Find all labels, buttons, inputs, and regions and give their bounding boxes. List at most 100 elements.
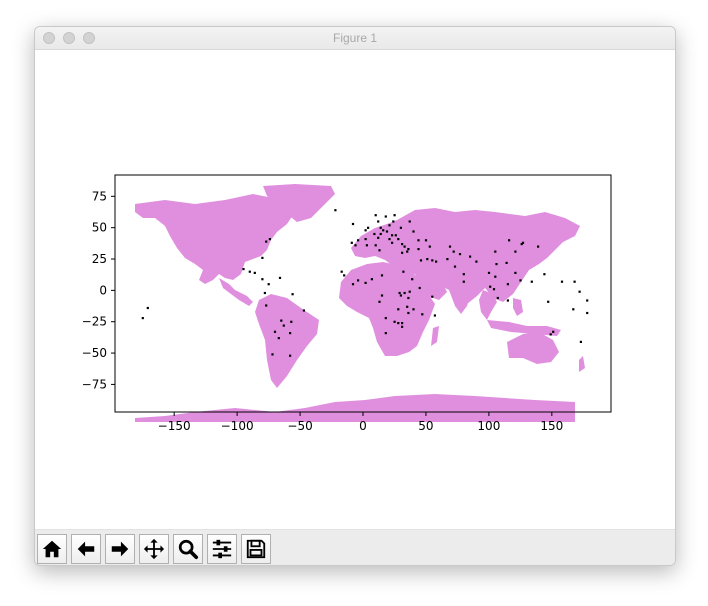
scatter-point (265, 304, 268, 307)
save-button[interactable] (241, 534, 271, 564)
scatter-point (343, 274, 346, 277)
land-southeast-asia (479, 290, 497, 320)
scatter-point (374, 214, 377, 217)
back-button[interactable] (71, 534, 101, 564)
scatter-point (494, 250, 497, 253)
home-icon (42, 540, 62, 558)
move-icon (143, 538, 165, 560)
scatter-point (380, 274, 384, 277)
scatter-point (146, 306, 149, 310)
scatter-point (377, 220, 380, 223)
scatter-point (403, 245, 406, 248)
scatter-point (271, 353, 274, 356)
navigation-toolbar (35, 529, 675, 565)
scatter-point (448, 245, 452, 248)
scatter-point (431, 295, 434, 298)
scatter-point (334, 209, 337, 212)
scatter-point (552, 330, 555, 333)
land-new-zealand (579, 356, 585, 372)
scatter-point (391, 241, 394, 244)
scatter-point (560, 280, 564, 283)
scatter-point (407, 296, 410, 300)
x-tick-label: −100 (221, 419, 254, 433)
scatter-point (277, 337, 280, 340)
land-arabia (415, 274, 447, 300)
scatter-point (579, 340, 582, 343)
land-india (449, 286, 471, 314)
scatter-point (394, 234, 397, 237)
scatter-point (573, 280, 576, 283)
scatter-point (537, 245, 540, 248)
scatter-point (433, 314, 436, 317)
zoom-window-button[interactable] (83, 32, 95, 44)
land-australia (507, 332, 559, 364)
scatter-point (268, 238, 271, 241)
scatter-point (393, 320, 396, 323)
pan-button[interactable] (139, 534, 169, 564)
scatter-point (412, 308, 415, 311)
scatter-point (397, 322, 400, 325)
scatter-point (278, 276, 282, 279)
scatter-point (462, 273, 465, 276)
scatter-point (351, 283, 355, 286)
scatter-point (351, 222, 355, 226)
x-tick-label: 0 (359, 419, 367, 433)
configure-subplots-button[interactable] (207, 534, 237, 564)
y-tick-label: −75 (82, 377, 107, 391)
figure-window: Figure 1 (34, 26, 676, 566)
scatter-point (578, 290, 581, 293)
scatter-point (521, 241, 525, 244)
scatter-point (418, 286, 421, 290)
scatter-point (302, 309, 305, 312)
sliders-icon (212, 539, 232, 559)
scatter-point (401, 325, 404, 328)
scatter-point (398, 291, 401, 295)
scatter-point (469, 255, 472, 258)
land-south-america (255, 294, 319, 388)
scatter-point (364, 238, 367, 241)
scatter-point (453, 265, 457, 268)
y-tick-label: 50 (92, 221, 107, 235)
scatter-point (280, 319, 283, 322)
scatter-point (378, 300, 381, 303)
scatter-point (426, 258, 429, 261)
close-window-button[interactable] (43, 32, 55, 44)
scatter-point (273, 330, 277, 333)
scatter-point (397, 238, 400, 241)
scatter-point (373, 232, 376, 236)
scatter-point (406, 250, 409, 253)
scatter-point (419, 259, 423, 262)
scatter-point (378, 249, 381, 252)
home-button[interactable] (37, 534, 67, 564)
figure-canvas[interactable]: −150 −100 −50 0 50 100 150 75 50 25 0 −25 −50 −75 (35, 50, 675, 530)
scatter-point (289, 332, 292, 335)
scatter-point (519, 279, 522, 282)
zoom-button[interactable] (173, 534, 203, 564)
scatter-point (412, 230, 415, 233)
scatter-point (267, 283, 270, 286)
scatter-point (364, 229, 367, 232)
scatter-point (401, 322, 404, 325)
forward-button[interactable] (105, 534, 135, 564)
scatter-point (263, 291, 266, 295)
scatter-point (397, 308, 400, 311)
scatter-point (365, 244, 368, 247)
minimize-window-button[interactable] (63, 32, 75, 44)
world-map-chart: −150 −100 −50 0 50 100 150 75 50 25 0 −25 −50 −75 (82, 174, 612, 433)
y-tick-label: 0 (99, 283, 107, 297)
scatter-point (417, 248, 420, 251)
scatter-point (406, 305, 409, 308)
scatter-point (494, 275, 497, 278)
scatter-point (462, 280, 465, 283)
x-tick-label: −150 (158, 419, 191, 433)
y-tick-label: −50 (82, 346, 107, 360)
scatter-point (514, 271, 517, 274)
scatter-point (374, 244, 377, 247)
scatter-point (382, 229, 385, 232)
title-bar: Figure 1 (35, 27, 675, 50)
scatter-point (543, 273, 546, 276)
land-greenland (263, 184, 335, 222)
scatter-point (388, 224, 391, 227)
scatter-point (401, 243, 404, 246)
scatter-point (496, 296, 499, 300)
